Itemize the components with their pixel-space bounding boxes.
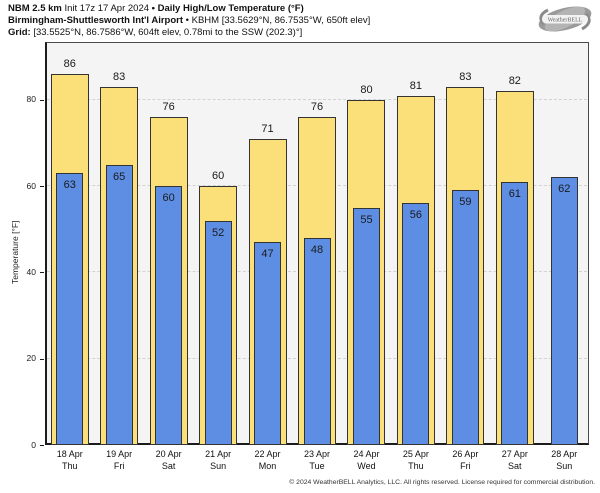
x-tick-day: Sun xyxy=(556,460,573,471)
x-tick-day: Thu xyxy=(61,460,78,471)
x-tick-date: 19 Apr xyxy=(106,449,133,459)
low-bar xyxy=(303,237,331,445)
gridline xyxy=(47,98,587,100)
station-info: KBHM [33.5629°N, 86.7535°W, 650ft elev] xyxy=(191,15,371,26)
y-tick-mark xyxy=(40,445,44,446)
high-value-label: 76 xyxy=(162,101,175,114)
x-tick-date: 23 Apr xyxy=(303,449,331,459)
x-tick-label: 27 Apr Sat xyxy=(485,449,545,472)
low-value-label: 63 xyxy=(63,179,76,192)
low-bar xyxy=(155,186,183,445)
copyright-notice: © 2024 WeatherBELL Analytics, LLC. All r… xyxy=(289,479,595,486)
high-value-label: 82 xyxy=(508,75,521,88)
header-line-2: Birmingham-Shuttlesworth Int'l Airport •… xyxy=(8,15,370,27)
low-bar xyxy=(550,177,578,445)
separator-bullet: • xyxy=(185,15,189,26)
y-tick-label: 80 xyxy=(26,94,36,105)
x-tick-date: 18 Apr xyxy=(56,449,83,459)
low-value-label: 56 xyxy=(409,209,423,222)
x-tick-label: 28 Apr Sun xyxy=(534,449,594,472)
x-tick-date: 27 Apr xyxy=(501,449,528,459)
grid-info: [33.5525°N, 86.7586°W, 604ft elev, 0.78m… xyxy=(33,27,303,38)
x-tick-date: 25 Apr xyxy=(402,449,429,459)
low-bar xyxy=(105,164,133,445)
high-value-label: 80 xyxy=(360,83,373,96)
low-bar xyxy=(402,203,430,445)
low-bar xyxy=(56,173,84,445)
y-tick-mark xyxy=(40,99,44,101)
x-tick-label: 18 Apr Thu xyxy=(40,449,100,472)
separator-bullet: • xyxy=(151,3,155,14)
low-bar xyxy=(451,190,479,445)
low-bar xyxy=(204,220,232,445)
low-bar xyxy=(352,207,380,445)
low-value-label: 59 xyxy=(459,196,472,209)
y-tick-label: 40 xyxy=(26,266,36,277)
y-axis-title: Temperature [°F] xyxy=(10,220,20,284)
product-title: Daily High/Low Temperature (°F) xyxy=(157,3,304,14)
high-value-label: 76 xyxy=(310,101,324,114)
low-bar xyxy=(501,181,529,445)
high-value-label: 86 xyxy=(63,57,76,70)
low-value-label: 52 xyxy=(211,226,225,239)
x-tick-date: 20 Apr xyxy=(155,449,182,459)
x-tick-day: Fri xyxy=(460,460,471,471)
x-tick-day: Sun xyxy=(210,460,227,471)
x-tick-date: 21 Apr xyxy=(205,449,232,459)
low-value-label: 55 xyxy=(360,213,373,226)
x-tick-day: Fri xyxy=(113,460,125,471)
low-value-label: 47 xyxy=(261,248,274,261)
x-tick-day: Wed xyxy=(357,460,376,471)
y-tick-mark xyxy=(40,272,44,274)
x-tick-date: 24 Apr xyxy=(353,449,380,459)
low-value-label: 65 xyxy=(113,170,126,183)
x-tick-label: 26 Apr Fri xyxy=(435,449,495,472)
low-value-label: 62 xyxy=(558,183,571,196)
x-tick-date: 28 Apr xyxy=(551,449,578,459)
y-tick-label: 20 xyxy=(26,353,36,364)
station-name: Birmingham-Shuttlesworth Int'l Airport xyxy=(8,15,184,26)
high-value-label: 83 xyxy=(459,70,472,83)
low-value-label: 61 xyxy=(508,187,521,200)
x-tick-label: 22 Apr Mon xyxy=(238,449,298,472)
chart-header: NBM 2.5 km Init 17z 17 Apr 2024 • Daily … xyxy=(8,3,370,39)
x-tick-label: 21 Apr Sun xyxy=(188,449,248,472)
x-tick-day: Thu xyxy=(408,460,424,471)
x-tick-day: Mon xyxy=(258,460,277,471)
high-value-label: 71 xyxy=(261,122,274,135)
high-value-label: 83 xyxy=(113,70,126,83)
x-tick-day: Sat xyxy=(508,460,522,471)
header-line-1: NBM 2.5 km Init 17z 17 Apr 2024 • Daily … xyxy=(8,3,370,15)
x-tick-label: 24 Apr Wed xyxy=(336,449,396,472)
low-value-label: 48 xyxy=(310,243,324,256)
logo-text: WeatherBELL xyxy=(548,18,583,24)
x-tick-date: 26 Apr xyxy=(452,449,479,459)
y-tick-label: 0 xyxy=(31,439,36,450)
x-tick-day: Sat xyxy=(161,460,176,471)
model-name: NBM 2.5 km xyxy=(8,3,62,14)
low-value-label: 60 xyxy=(162,192,175,205)
low-bar xyxy=(254,242,282,445)
high-value-label: 60 xyxy=(211,170,225,183)
y-tick-mark xyxy=(40,186,44,188)
weatherbell-logo-icon: WeatherBELL xyxy=(534,2,596,38)
high-value-label: 81 xyxy=(409,79,423,92)
header-line-3: Grid: [33.5525°N, 86.7586°W, 604ft elev,… xyxy=(8,27,370,39)
x-tick-label: 25 Apr Thu xyxy=(386,449,446,472)
x-tick-date: 22 Apr xyxy=(254,449,281,459)
x-tick-day: Tue xyxy=(309,460,325,471)
x-tick-label: 23 Apr Tue xyxy=(287,449,347,472)
y-tick-mark xyxy=(40,358,44,360)
model-init-time: Init 17z 17 Apr 2024 xyxy=(64,3,150,14)
grid-label: Grid: xyxy=(8,27,31,38)
x-tick-label: 19 Apr Fri xyxy=(89,449,149,472)
y-tick-label: 60 xyxy=(26,180,36,191)
x-tick-label: 20 Apr Sat xyxy=(139,449,199,472)
